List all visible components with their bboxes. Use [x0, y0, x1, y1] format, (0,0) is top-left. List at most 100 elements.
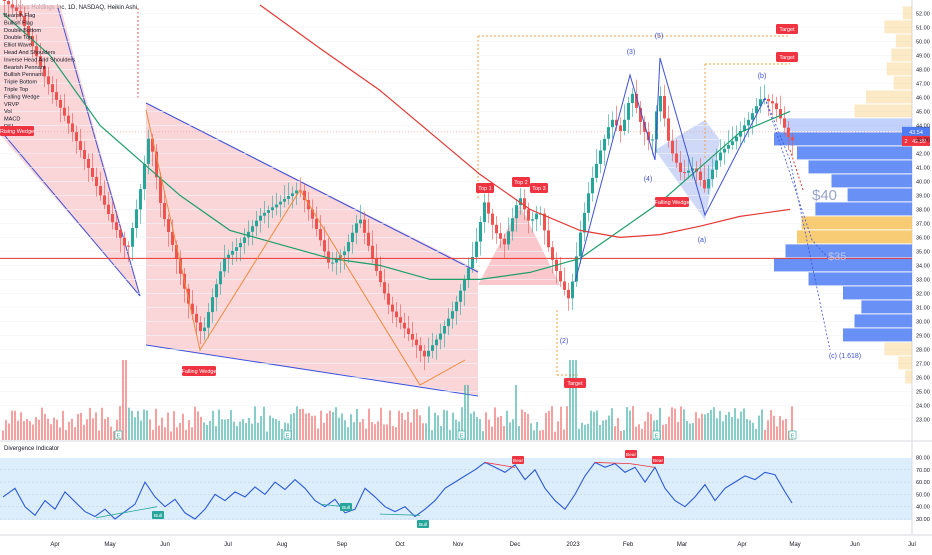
event-marker-box [788, 430, 797, 440]
candle-body [267, 210, 270, 213]
candle-body [255, 220, 258, 227]
price-tick-label: 41.00 [916, 165, 930, 171]
osc-tick-label: 70.00 [916, 468, 930, 474]
volume-bar [710, 409, 712, 440]
volume-bar [575, 360, 577, 440]
volume-bar [281, 428, 283, 440]
time-tick-label: Jun [160, 542, 170, 548]
candle-body [683, 172, 686, 174]
vrvp-bar [843, 328, 912, 342]
volume-bar [614, 426, 616, 440]
time-tick-label: May [104, 542, 115, 548]
bear-divergence-3 [629, 463, 656, 468]
candle-body [87, 159, 90, 168]
volume-bar [95, 412, 97, 440]
volume-bar [341, 413, 343, 440]
volume-bar [482, 431, 484, 440]
volume-bar [212, 410, 214, 440]
elliott-projection-c [764, 97, 831, 351]
volume-bar [221, 419, 223, 440]
volume-bar [197, 411, 199, 440]
volume-bar [494, 407, 496, 440]
vrvp-bar [884, 342, 912, 356]
time-tick-label: Apr [737, 542, 746, 548]
candle-body [295, 190, 298, 194]
volume-bar [545, 412, 547, 440]
volume-bar [140, 420, 142, 440]
volume-bar [434, 412, 436, 440]
volume-bar [71, 418, 73, 440]
close-price-badge-bg [902, 135, 930, 146]
candle-body [347, 242, 350, 252]
candle-body [127, 245, 130, 247]
volume-bar [332, 412, 334, 440]
volume-bar [317, 428, 319, 440]
projection-arrow [789, 149, 804, 191]
volume-bar [701, 413, 703, 440]
price-tick-label: 25.00 [916, 389, 930, 395]
volume-bar [107, 417, 109, 440]
volume-bar [404, 419, 406, 440]
volume-bar [755, 428, 757, 440]
volume-bar [632, 406, 634, 440]
candle-body [351, 232, 354, 243]
volume-bar [233, 421, 235, 440]
volume-bar [236, 425, 238, 440]
candle-body [195, 313, 198, 323]
bull-divergence-3 [379, 513, 421, 516]
pattern-list-item: Bullish Pennant [4, 72, 43, 78]
volume-bar [119, 406, 121, 440]
candle-body [563, 281, 566, 290]
volume-bar [254, 406, 256, 440]
volume-bar [461, 407, 463, 440]
wave-c-label: (c) (1.618) [829, 353, 861, 360]
volume-bar [650, 414, 652, 440]
volume-bar [521, 409, 523, 440]
volume-bar [299, 409, 301, 440]
time-tick-label: 2023 [566, 542, 580, 548]
candle-body [391, 304, 394, 312]
axis-layer: 52.00 51.00 50.00 49.00 48.00 47.00 46.00 45.00… [50, 11, 929, 548]
candle-body [771, 101, 774, 104]
vrvp-bar [797, 230, 912, 244]
pattern-list-item: Bearish Pennant [4, 65, 46, 71]
chart-title: Celsius Holdings Inc, 1D, NASDAQ, Heikin… [10, 5, 137, 11]
volume-bar [224, 419, 226, 440]
pattern-list-item: Triple Bottom [4, 80, 37, 86]
volume-bar [791, 406, 793, 440]
candle-body [551, 247, 554, 260]
bear-badge-3-bg [652, 456, 664, 464]
vrvp-bar [884, 20, 912, 34]
oscillator-title: Divergence Indicator [4, 446, 59, 452]
candle-body [435, 339, 438, 346]
candle-body [415, 339, 418, 346]
volume-bar [191, 427, 193, 440]
volume-bar [131, 410, 133, 440]
candle-body [203, 327, 206, 332]
candle-body [423, 350, 426, 357]
candle-body [227, 254, 230, 259]
volume-bar [2, 430, 4, 440]
wave-3-label: (3) [627, 49, 636, 56]
candle-body [315, 218, 318, 229]
bull-divergence-1 [95, 506, 158, 519]
candle-body [511, 218, 514, 232]
candle-body [499, 233, 502, 239]
candles-layer [3, 0, 794, 371]
volume-bar [740, 411, 742, 440]
volume-bar [200, 416, 202, 440]
volume-bar [401, 413, 403, 440]
volume-bar [647, 412, 649, 440]
volume-bar [524, 412, 526, 440]
candle-body [647, 131, 650, 141]
candle-body [491, 213, 494, 225]
volume-bar [350, 414, 352, 440]
candle-body [343, 251, 346, 256]
volume-bar [218, 409, 220, 440]
moving-average-red [259, 4, 791, 239]
candle-body [215, 284, 218, 298]
time-tick-label: Jul [908, 542, 916, 548]
candle-body [447, 318, 450, 327]
